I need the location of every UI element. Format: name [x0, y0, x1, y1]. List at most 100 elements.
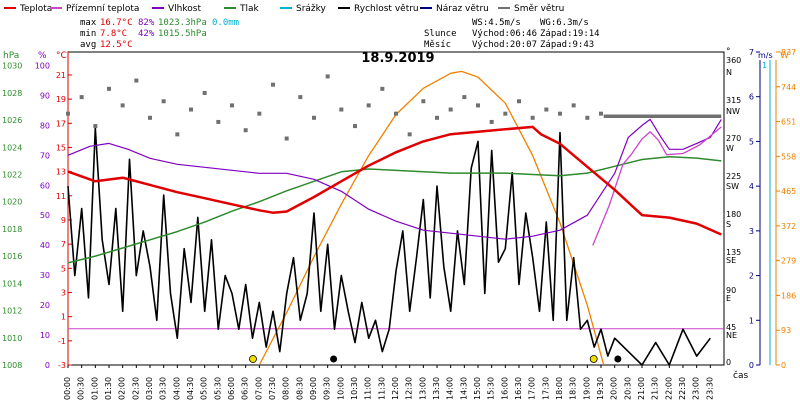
- hpa-tick-4: 1016: [2, 252, 22, 261]
- x-tick-39: 19:30: [596, 377, 605, 400]
- x-tick-5: 02:30: [131, 377, 140, 400]
- dir-tick-4: 270: [726, 134, 741, 143]
- x-tick-34: 17:00: [528, 377, 537, 400]
- series-ground-temp: [592, 126, 722, 246]
- dir-point-16: [284, 136, 289, 141]
- dir-point-5: [134, 78, 139, 83]
- stats-max-hum: 82%: [138, 18, 155, 28]
- dir-point-34: [530, 115, 535, 120]
- x-tick-33: 16:30: [514, 377, 523, 400]
- left-axes: 1008101010121014101610181020102210241026…: [2, 52, 72, 370]
- x-tick-26: 13:00: [418, 377, 427, 400]
- solar-tick-8: 744: [781, 83, 796, 92]
- solar-tick-7: 651: [781, 118, 796, 127]
- wind-tick-7: 7: [749, 48, 754, 57]
- dir-point-23: [380, 86, 385, 91]
- dir-point-8: [175, 132, 180, 137]
- axis-unit-hpa: hPa: [3, 51, 19, 61]
- x-tick-21: 10:30: [350, 377, 359, 400]
- temp-tick-1: -1: [58, 337, 66, 346]
- wind-tick-5: 5: [749, 137, 754, 146]
- axis-unit-wind: m/s: [758, 51, 773, 60]
- sun-set: Západ:19:14: [540, 29, 600, 39]
- dir-tick-2: 315: [726, 96, 741, 105]
- x-tick-1: 00:30: [77, 377, 86, 400]
- legend-label-2: Vlhkost: [168, 4, 201, 14]
- solar-tick-2: 186: [781, 291, 796, 300]
- legend-label-3: Tlak: [239, 4, 260, 14]
- dir-point-15: [271, 82, 275, 87]
- dir-tick-5: W: [726, 144, 734, 153]
- temp-tick-12: 21: [56, 71, 66, 80]
- x-axis: 00:00 00:30 01:00 01:30 02:00 02:30 03:00 03:30…: [63, 365, 714, 400]
- x-tick-19: 09:30: [323, 377, 332, 400]
- temp-tick-7: 11: [56, 192, 66, 201]
- x-tick-20: 10:00: [336, 377, 345, 400]
- solar-tick-4: 372: [781, 222, 796, 231]
- temp-tick-9: 15: [56, 143, 66, 152]
- dir-tick-8: 180: [726, 210, 741, 219]
- x-tick-11: 05:30: [213, 377, 222, 400]
- plot-frame: [67, 51, 725, 366]
- wind-tick-1: 1: [749, 316, 754, 325]
- x-tick-6: 03:00: [145, 377, 154, 400]
- x-tick-17: 08:30: [295, 377, 304, 400]
- series-humidity: [67, 118, 722, 240]
- temp-tick-6: 9: [61, 216, 66, 225]
- x-tick-47: 23:30: [705, 377, 714, 400]
- hpa-tick-0: 1008: [2, 361, 22, 370]
- dir-tick-15: NE: [726, 331, 737, 340]
- x-tick-25: 12:30: [405, 377, 414, 400]
- x-tick-29: 14:30: [459, 377, 468, 400]
- pct-tick-0: 0: [45, 361, 50, 370]
- sunrise-marker: [249, 355, 257, 363]
- hpa-tick-6: 1020: [2, 198, 22, 207]
- legend-label-0: Teplota: [19, 4, 52, 14]
- temp-tick-3: 3: [61, 288, 66, 297]
- moon-label: Měsíc: [424, 40, 451, 50]
- dir-tick-3: NW: [726, 107, 740, 116]
- dir-point-33: [517, 99, 521, 104]
- temp-tick-4: 5: [61, 264, 66, 273]
- hpa-tick-5: 1018: [2, 225, 22, 234]
- x-tick-14: 07:00: [254, 377, 263, 400]
- dir-point-30: [476, 103, 480, 108]
- pct-tick-7: 70: [40, 151, 50, 160]
- dir-point-27: [435, 115, 439, 120]
- wind-tick-0: 0: [749, 361, 754, 370]
- chart-title: 18.9.2019: [361, 51, 434, 66]
- x-tick-31: 15:30: [487, 377, 496, 400]
- dir-tick-1: N: [726, 68, 732, 77]
- pct-tick-10: 100: [35, 61, 50, 70]
- dir-tick-10: 135: [726, 248, 741, 257]
- x-tick-42: 21:00: [637, 377, 646, 400]
- hpa-tick-11: 1030: [2, 62, 22, 71]
- stats-precip: 0.0mm: [212, 18, 239, 28]
- dir-point-25: [407, 132, 412, 137]
- stats-min-hum: 42%: [138, 29, 155, 39]
- axis-wind-top: 1: [762, 61, 767, 70]
- series-layer: [66, 70, 724, 366]
- pct-tick-2: 20: [40, 301, 50, 310]
- pct-tick-9: 90: [40, 91, 50, 100]
- x-tick-23: 11:30: [377, 377, 386, 400]
- dir-point-29: [462, 95, 467, 100]
- dir-point-38: [585, 115, 590, 120]
- temp-tick-10: 17: [56, 119, 66, 128]
- x-tick-2: 01:00: [90, 377, 99, 400]
- x-tick-27: 13:30: [432, 377, 441, 400]
- x-tick-45: 22:30: [678, 377, 687, 400]
- dir-point-20: [339, 107, 344, 112]
- dir-point-0: [66, 111, 70, 116]
- wind-tick-6: 6: [749, 93, 754, 102]
- dir-point-19: [325, 74, 330, 79]
- dir-point-21: [353, 124, 357, 129]
- x-tick-38: 19:00: [582, 377, 591, 400]
- legend-label-7: Směr větru: [514, 4, 564, 14]
- stats-max-temp: 16.7°C: [100, 18, 133, 28]
- dir-point-22: [366, 103, 371, 108]
- solar-tick-6: 558: [781, 152, 796, 161]
- moon-rise: Východ:20:07: [472, 40, 537, 50]
- dir-point-14: [257, 111, 262, 116]
- dir-point-1: [79, 95, 84, 100]
